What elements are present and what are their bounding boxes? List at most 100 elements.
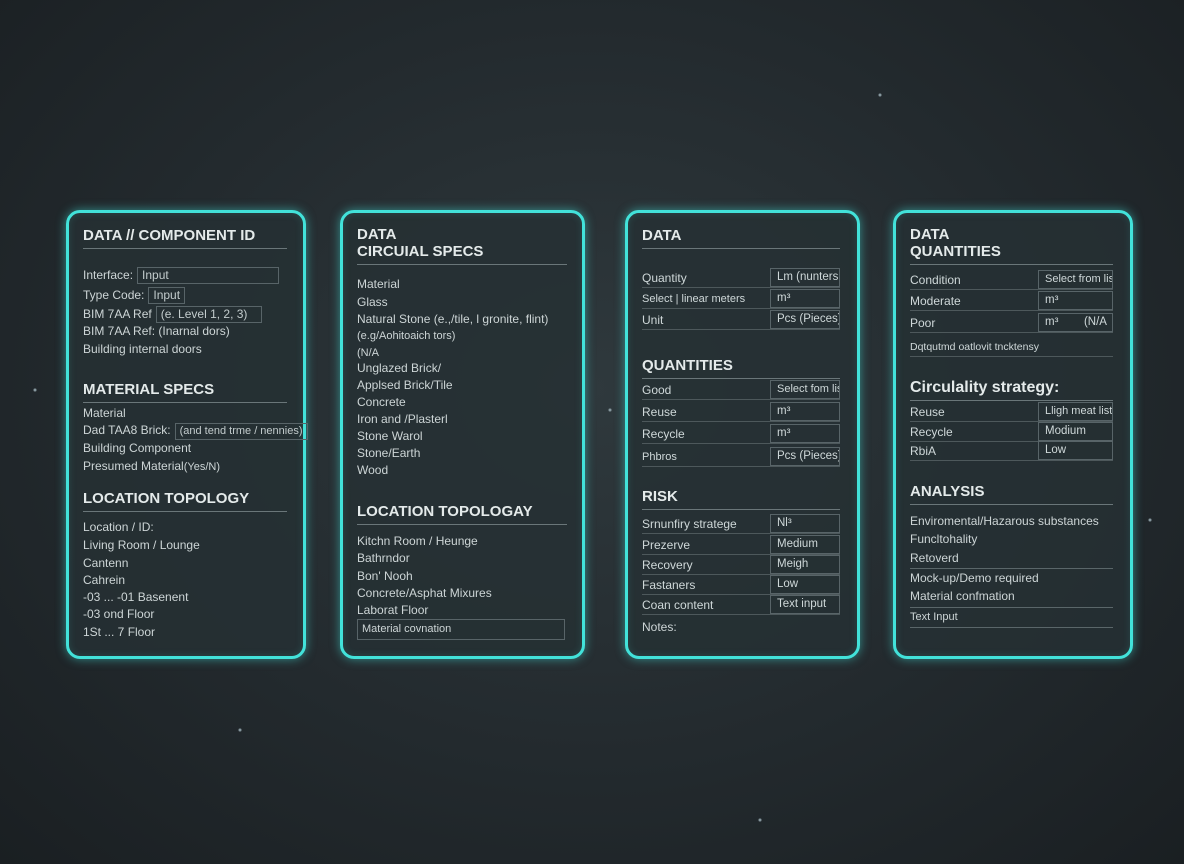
- row-value-field[interactable]: m³: [770, 424, 840, 443]
- row-value-field[interactable]: Modium: [1038, 422, 1113, 441]
- dad-input[interactable]: (and tend trme / nennies): [174, 423, 308, 440]
- row-value-field[interactable]: Low: [770, 575, 840, 594]
- quantities-heading: DATA QUANTITIES: [910, 226, 1113, 265]
- analysis-item: Funcltohality: [910, 532, 978, 546]
- table-row: Quantity Lm (nunters: [642, 268, 840, 288]
- bim-ref-row: BIM 7AA Ref (e. Level 1, 2, 3): [83, 306, 262, 323]
- material-item: (e.g/Aohitoaich tors): [357, 330, 456, 342]
- material-item: Wood: [357, 463, 389, 477]
- row-value-field[interactable]: Pcs (Pieces): [770, 447, 840, 466]
- row-label: Good: [642, 383, 672, 397]
- row-label: Coan content: [642, 598, 714, 612]
- table-row: Reuse Lligh meat list: [910, 402, 1113, 422]
- table-row: Moderate m³: [910, 291, 1113, 311]
- dad-label: Dad TAA8 Brick:: [83, 423, 171, 437]
- material-item: (N/A: [357, 347, 379, 359]
- row-label: Srnunfiry stratege: [642, 517, 737, 531]
- circular-specs-heading: DATA CIRCUIAL SPECS: [357, 226, 567, 265]
- bim-ref-input[interactable]: (e. Level 1, 2, 3): [155, 306, 262, 323]
- risk-heading: RISK: [642, 488, 840, 510]
- table-row: Coan content Text input: [642, 595, 840, 615]
- table-row: Fastaners Low: [642, 575, 840, 595]
- table-row: Srnunfiry stratege Nl³: [642, 514, 840, 534]
- circularity-strategy-heading: Circulality strategy:: [910, 379, 1113, 401]
- row-value-field[interactable]: Pcs (Pieces): [770, 310, 840, 329]
- location-item: Cahrein: [83, 573, 126, 587]
- row-label: Unit: [642, 313, 664, 327]
- quantities-heading: QUANTITIES: [642, 357, 840, 379]
- heading-line: QUANTITIES: [910, 243, 1001, 260]
- bim-ref-2: BIM 7AA Ref: (Inarnal dors): [83, 324, 230, 338]
- row-value-field[interactable]: Text input: [770, 595, 840, 614]
- interface-input[interactable]: Input: [137, 267, 280, 284]
- row-value-field[interactable]: Medium: [770, 535, 840, 554]
- table-row: Recycle Modium: [910, 422, 1113, 442]
- type-code-input[interactable]: Input: [148, 287, 186, 304]
- row-label: Phbros: [642, 451, 677, 463]
- row-value-field[interactable]: Lm (nunters: [770, 268, 840, 287]
- row-label: RbiA: [910, 444, 937, 458]
- table-row: Phbros Pcs (Pieces): [642, 447, 840, 467]
- material-item: Stone Warol: [357, 429, 423, 443]
- table-row: Unit Pcs (Pieces): [642, 310, 840, 330]
- location-item: Laborat Floor: [357, 603, 429, 617]
- row-value-field[interactable]: Meigh: [770, 555, 840, 574]
- location-item: Kitchn Room / Heunge: [357, 534, 478, 548]
- material-item: Glass: [357, 295, 388, 309]
- table-row: Condition Select from list: [910, 270, 1113, 290]
- row-label: Recycle: [642, 427, 685, 441]
- text-input[interactable]: Text Input: [910, 607, 1113, 628]
- heading-line: CIRCUIAL SPECS: [357, 243, 484, 260]
- row-value-field[interactable]: m³: [1038, 291, 1113, 310]
- table-row: RbiA Low: [910, 441, 1113, 461]
- row-value-field[interactable]: Select from list: [1038, 270, 1113, 289]
- presumed-label: Presumed Material: [83, 459, 184, 473]
- analysis-item: Retoverd: [910, 551, 959, 565]
- row-label: Reuse: [642, 405, 677, 419]
- table-row: Select | linear meters m³: [642, 289, 840, 309]
- notes-label: Notes:: [642, 620, 677, 634]
- dad-row: Dad TAA8 Brick: (and tend trme / nennies): [83, 422, 308, 440]
- row-value-field[interactable]: m³: [770, 289, 840, 308]
- data-quantities-risk-panel: DATA Quantity Lm (nunters Select | linear…: [625, 210, 860, 659]
- row-value-field[interactable]: m³ (N/A: [1038, 313, 1113, 332]
- material-item: Unglazed Brick/: [357, 361, 442, 375]
- analysis-item: Material confmation: [910, 589, 1015, 603]
- location-item: -03 ... -01 Basenent: [83, 590, 189, 604]
- row-label: Select | linear meters: [642, 293, 746, 305]
- row-label: Recycle: [910, 425, 953, 439]
- row-value-field[interactable]: Low: [1038, 441, 1113, 460]
- row-label: Fastaners: [642, 578, 696, 592]
- row-label: Reuse: [910, 405, 945, 419]
- interface-row: Interface: Input: [83, 267, 287, 284]
- location-item: 1St ... 7 Floor: [83, 625, 156, 639]
- material-label: Material: [83, 406, 126, 420]
- quantities-analysis-panel: DATA QUANTITIES Condition Select from lis…: [893, 210, 1133, 659]
- material-item: Applsed Brick/Tile: [357, 378, 453, 392]
- component-id-heading: DATA // COMPONENT ID: [83, 227, 287, 249]
- row-value-field[interactable]: m³: [770, 402, 840, 421]
- location-item: Bathrndor: [357, 551, 410, 565]
- analysis-item: Enviromental/Hazarous substances: [910, 514, 1099, 528]
- material-specs-heading: MATERIAL SPECS: [83, 381, 287, 403]
- location-topology-heading: LOCATION TOPOLOGY: [83, 490, 287, 512]
- location-item: Bon' Nooh: [357, 569, 413, 583]
- row-label: Poor: [910, 316, 936, 330]
- building-doors: Building internal doors: [83, 342, 202, 356]
- row-label: Moderate: [910, 294, 961, 308]
- presumed-value: (Yes/N): [183, 461, 220, 473]
- circular-specs-panel: DATA CIRCUIAL SPECS Material Glass Natur…: [340, 210, 585, 659]
- table-row: Good Select fom list: [642, 380, 840, 400]
- row-value-field[interactable]: Nl³: [770, 514, 840, 533]
- material-item: Concrete: [357, 395, 406, 409]
- material-item: Natural Stone (e.,/tile, l gronite, flin…: [357, 312, 549, 326]
- table-row: Recycle m³: [642, 424, 840, 444]
- row-value-field[interactable]: Lligh meat list: [1038, 402, 1113, 421]
- location-item: Location / ID:: [83, 520, 154, 534]
- location-topology-heading: LOCATION TOPOLOGAY: [357, 503, 567, 525]
- type-code-label: Type Code:: [83, 288, 145, 302]
- data-heading: DATA: [642, 227, 840, 249]
- condition-note: Dqtqutmd oatlovit tncktensy: [910, 337, 1113, 357]
- material-input[interactable]: Material covnation: [357, 619, 565, 640]
- row-value-field[interactable]: Select fom list: [770, 380, 840, 399]
